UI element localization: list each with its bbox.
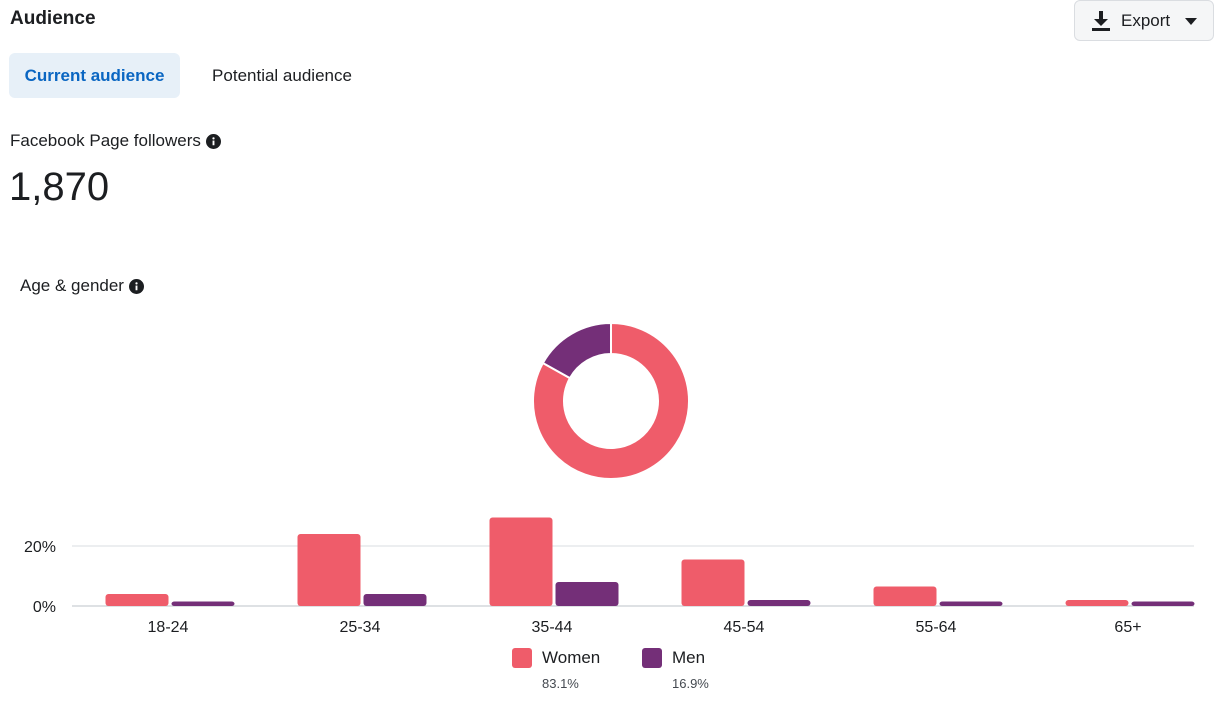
x-tick-label: 18-24 [148, 619, 189, 636]
export-button[interactable]: Export [1074, 0, 1214, 41]
gender-donut-chart [532, 321, 690, 480]
bar-men-18-24[interactable] [171, 601, 235, 607]
donut-slice-women[interactable] [532, 321, 690, 480]
bar-men-25-34[interactable] [363, 594, 427, 606]
bar-women-55-64[interactable] [873, 586, 937, 607]
age-bar-chart: 0% 20% 18-24 25-34 35-44 45-54 55-64 65+ [24, 517, 1195, 636]
export-label: Export [1121, 10, 1171, 30]
download-icon [1091, 10, 1111, 32]
bar-men-45-54[interactable] [747, 600, 811, 606]
age-gender-chart: 0% 20% 18-24 25-34 35-44 45-54 55-64 65+ [24, 321, 1195, 636]
section-title: Audience [10, 8, 96, 29]
legend-label-men: Men [672, 648, 706, 667]
y-tick-label: 0% [33, 599, 56, 616]
legend-swatch-men [642, 648, 662, 668]
legend-percent-women: 83.1% [542, 676, 579, 691]
age-gender-label: Age & gender [20, 276, 124, 295]
legend-label-women: Women [542, 648, 601, 667]
age-gender-heading: Age & gender [20, 276, 144, 296]
bar-men-55-64[interactable] [939, 601, 1003, 607]
legend-swatch-women [512, 648, 532, 668]
bar-women-18-24[interactable] [105, 594, 169, 606]
bar-women-65+[interactable] [1065, 600, 1129, 606]
followers-heading: Facebook Page followers [10, 131, 221, 151]
tab-current-audience[interactable]: Current audience [9, 53, 180, 98]
bar-women-35-44[interactable] [489, 517, 553, 607]
followers-label: Facebook Page followers [10, 131, 201, 150]
bar-women-45-54[interactable] [681, 559, 745, 607]
bar-men-65+[interactable] [1131, 601, 1195, 607]
bar-men-35-44[interactable] [555, 582, 619, 606]
x-tick-label: 45-54 [724, 619, 765, 636]
legend-percent-men: 16.9% [672, 676, 709, 691]
info-icon[interactable] [205, 133, 221, 149]
x-tick-label: 35-44 [532, 619, 573, 636]
bar-women-25-34[interactable] [297, 534, 361, 606]
donut-slice-men[interactable] [541, 321, 612, 380]
y-tick-label: 20% [24, 539, 56, 556]
x-tick-label: 65+ [1114, 619, 1141, 636]
x-tick-label: 25-34 [340, 619, 381, 636]
legend-item-women[interactable]: Women [512, 648, 600, 668]
caret-down-icon [1184, 16, 1198, 26]
info-icon[interactable] [128, 278, 144, 294]
followers-count: 1,870 [9, 165, 110, 209]
x-tick-label: 55-64 [916, 619, 957, 636]
legend-item-men[interactable]: Men [642, 648, 705, 668]
tab-potential-audience[interactable]: Potential audience [212, 65, 352, 85]
